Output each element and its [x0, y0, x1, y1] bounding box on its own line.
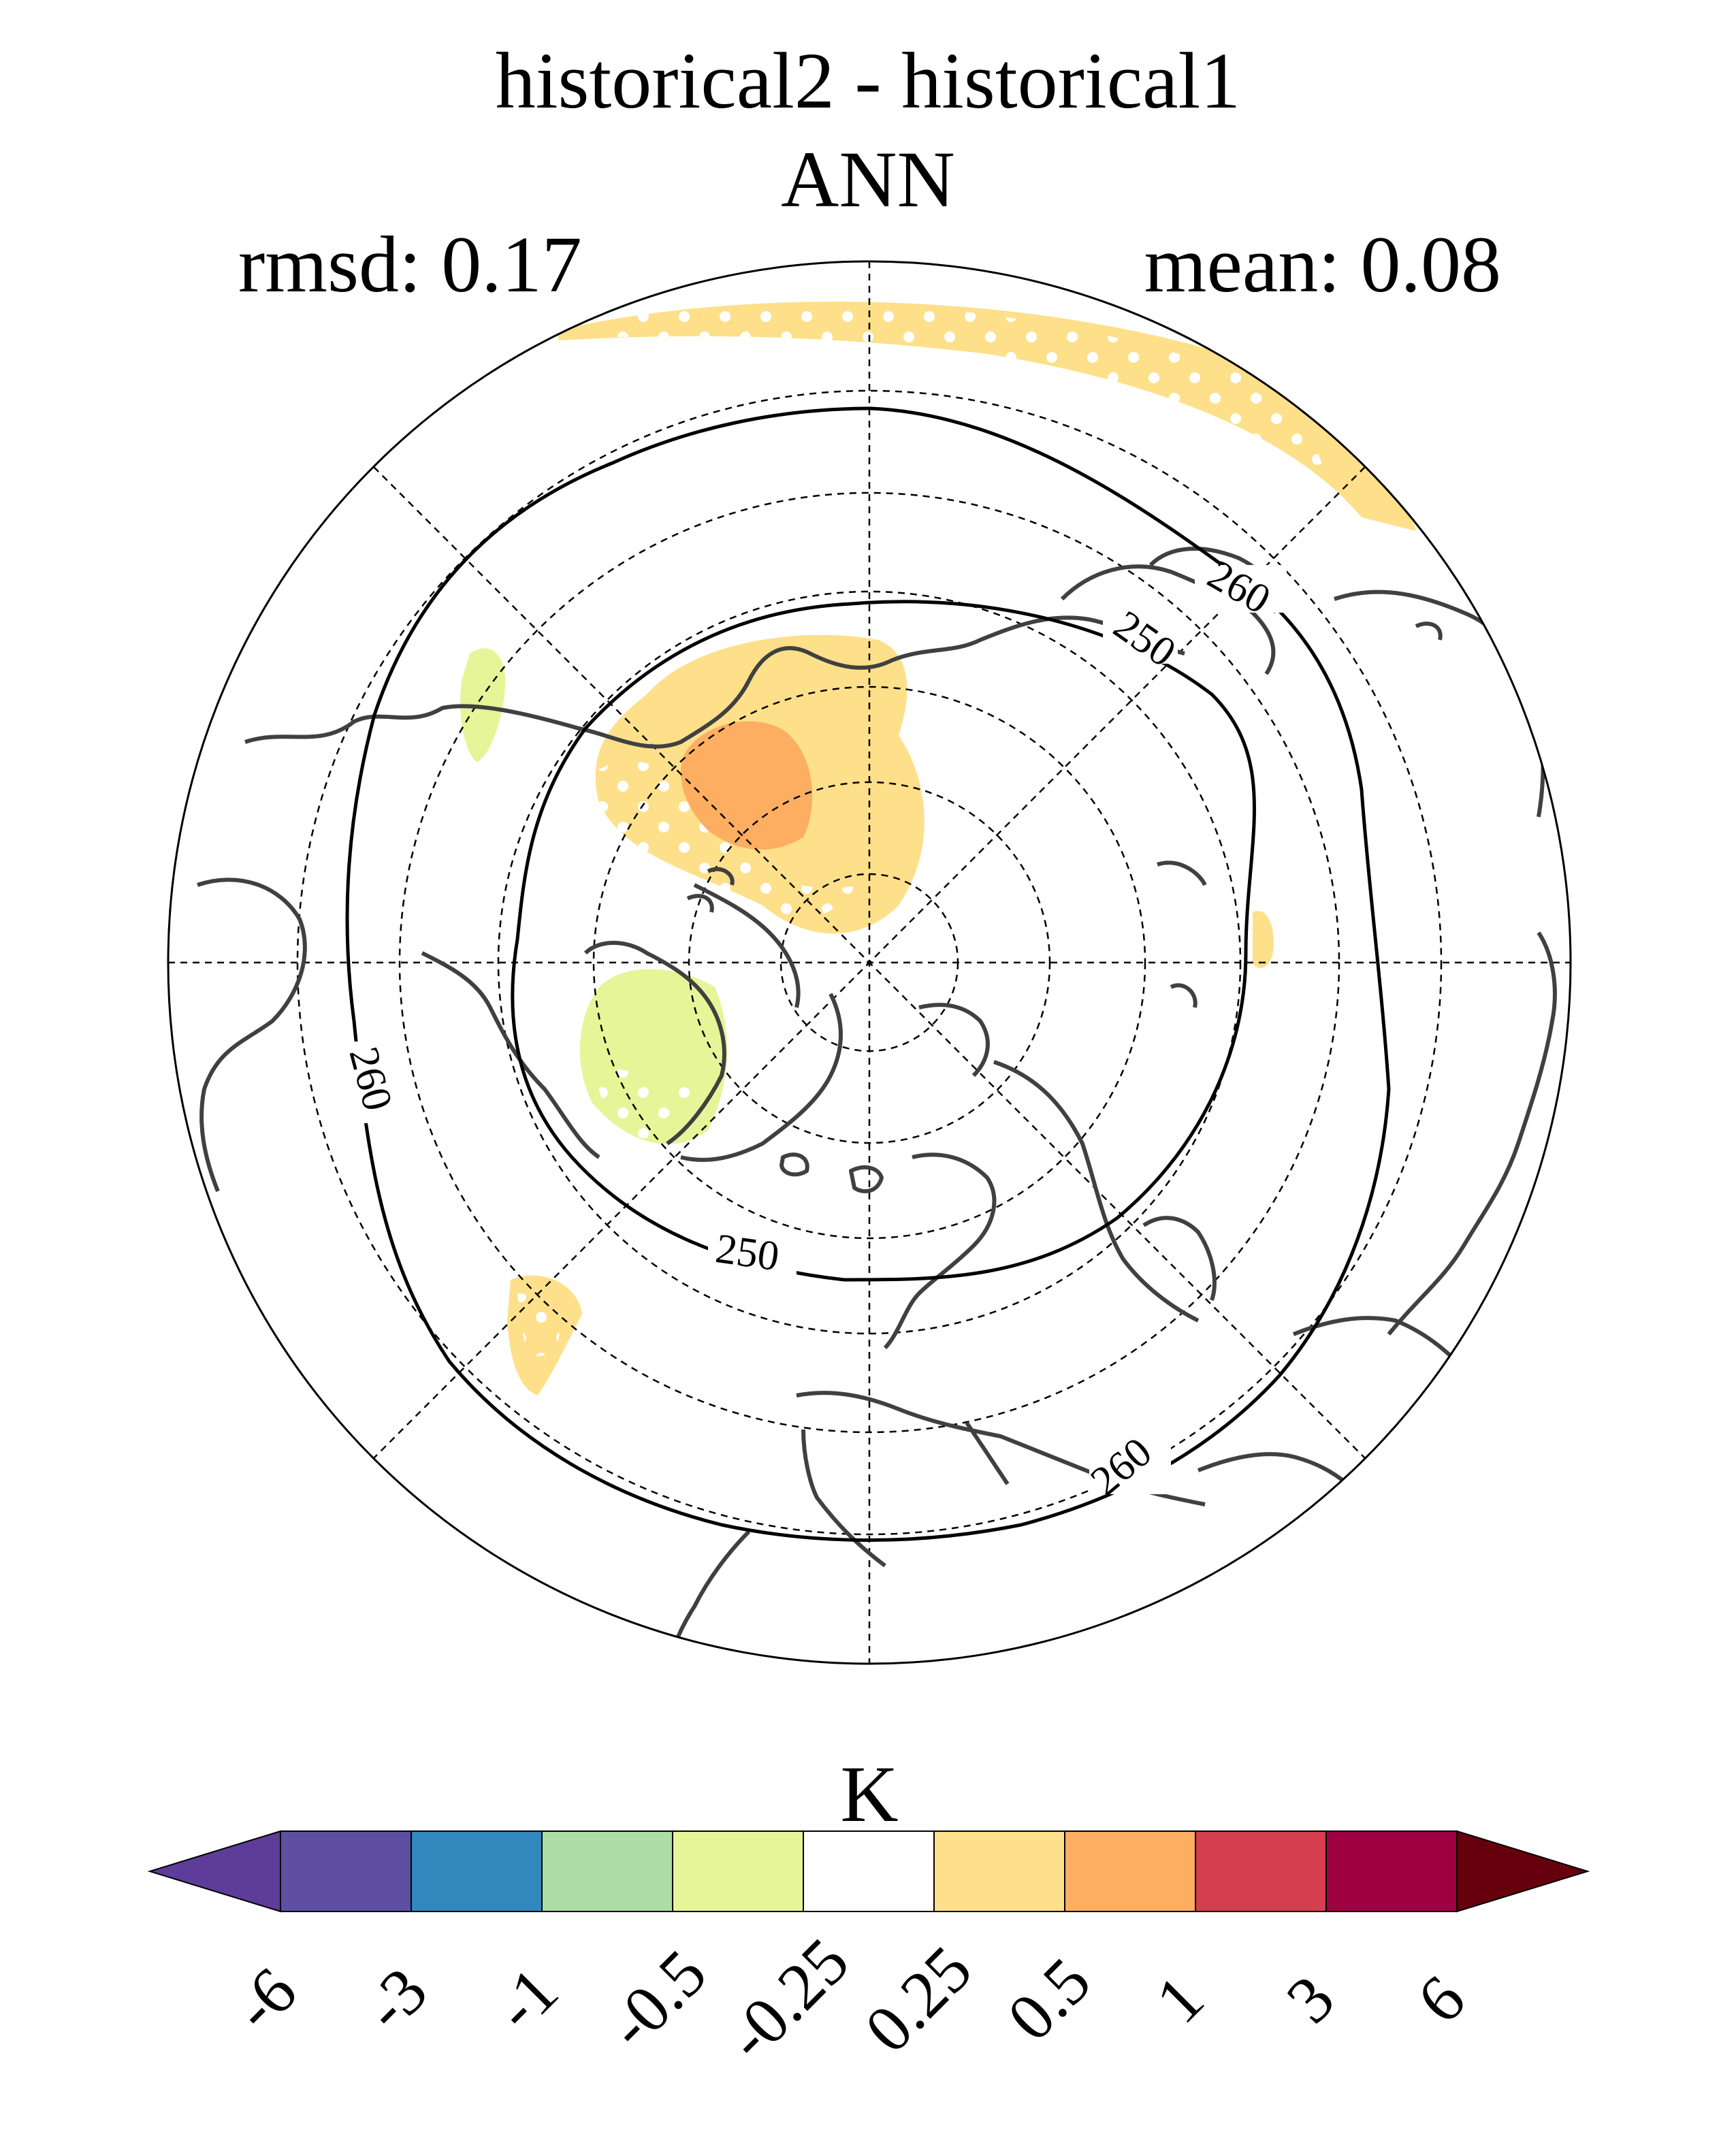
contour-label: 250 [1106, 602, 1184, 676]
colorbar-unit: K [840, 1749, 898, 1839]
colorbar: K -6 -3 -1 -0.5-0.250.25 0.5 1 3 6 [147, 1749, 1590, 2075]
colorbar-segment [803, 1830, 935, 1912]
colorbar-tick-label: 6 [1404, 1962, 1479, 2037]
strong-positive-anomaly-siberia [681, 721, 813, 850]
rmsd-label: rmsd: 0.17 [238, 220, 582, 309]
colorbar-tick-label: -6 [219, 1954, 310, 2045]
colorbar-tick-label: 3 [1273, 1962, 1349, 2037]
colorbar-segment [1195, 1830, 1327, 1912]
colorbar-tick-label: -0.5 [594, 1936, 720, 2063]
colorbar-segment [1064, 1830, 1196, 1912]
colorbar-tick-label: -1 [481, 1954, 572, 2045]
colorbar-segment [541, 1830, 673, 1912]
colorbar-segment [933, 1830, 1065, 1912]
map-boundary [167, 260, 1572, 1665]
season-label: ANN [781, 135, 955, 224]
contour-250 [511, 600, 1256, 1282]
map-content [168, 261, 1571, 1664]
mean-label: mean: 0.08 [1144, 220, 1501, 309]
colorbar-tick-label: 0.5 [994, 1944, 1105, 2055]
colorbar-tick-label: 0.25 [852, 1933, 986, 2067]
colorbar-segment [411, 1830, 543, 1912]
colorbar-extend-low [147, 1830, 281, 1913]
colorbar-tick-label: 1 [1142, 1962, 1218, 2037]
colorbar-segment [1325, 1830, 1458, 1912]
positive-anomaly-band-pacific [558, 302, 1416, 531]
colorbar-segment [672, 1830, 804, 1912]
lat-lon-grid [168, 261, 1571, 1664]
contour-label: 250 [713, 1225, 782, 1280]
map-title: historical2 - historical1 [495, 36, 1241, 125]
positive-anomaly-patch-europe-asia [1253, 911, 1274, 969]
colorbar-segment [280, 1830, 412, 1912]
colorbar-tick-label: -3 [350, 1954, 441, 2045]
colorbar-tick-label: -0.25 [713, 1924, 863, 2075]
colorbar-extend-high [1456, 1830, 1590, 1913]
